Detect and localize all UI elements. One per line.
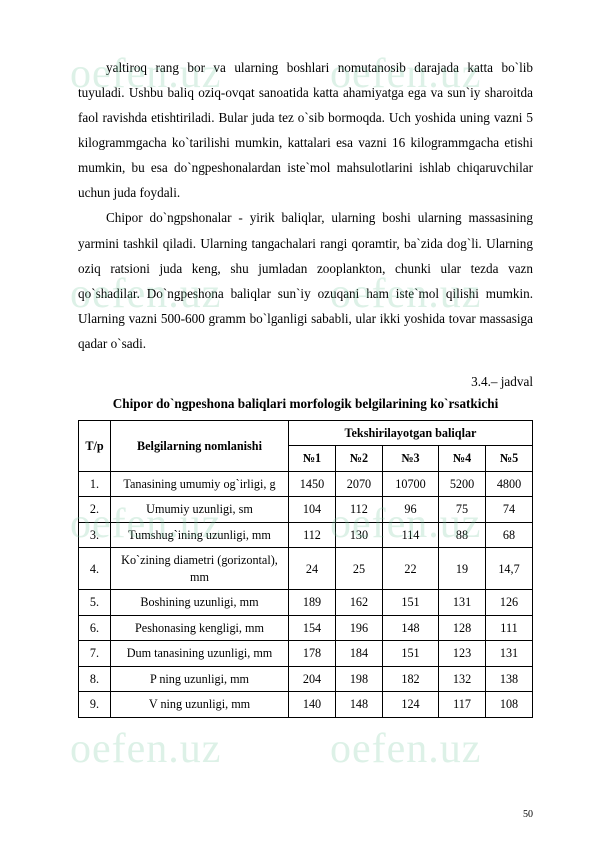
- cell-value: 151: [382, 641, 438, 666]
- table-header-row-1: T/p Belgilarning nomlanishi Tekshirilayo…: [79, 420, 533, 445]
- cell-value: 123: [439, 641, 486, 666]
- cell-value: 108: [486, 692, 533, 717]
- cell-value: 178: [289, 641, 336, 666]
- cell-value: 14,7: [486, 548, 533, 590]
- table-row: 4.Ko`zining diametri (gorizontal), mm242…: [79, 548, 533, 590]
- cell-value: 154: [289, 615, 336, 640]
- paragraph-2: Chipor do`ngpshonalar - yirik baliqlar, …: [78, 205, 533, 355]
- table-caption: 3.4.– jadval: [78, 374, 533, 390]
- row-label: P ning uzunligi, mm: [111, 666, 289, 691]
- row-number: 7.: [79, 641, 111, 666]
- cell-value: 184: [335, 641, 382, 666]
- cell-value: 88: [439, 522, 486, 547]
- cell-value: 2070: [335, 471, 382, 496]
- table-title: Chipor do`ngpeshona baliqlari morfologik…: [78, 396, 533, 412]
- cell-value: 196: [335, 615, 382, 640]
- cell-value: 75: [439, 497, 486, 522]
- cell-value: 114: [382, 522, 438, 547]
- cell-value: 111: [486, 615, 533, 640]
- cell-value: 131: [439, 590, 486, 615]
- row-label: V ning uzunligi, mm: [111, 692, 289, 717]
- th-group: Tekshirilayotgan baliqlar: [289, 420, 533, 445]
- cell-value: 4800: [486, 471, 533, 496]
- th-n3: №3: [382, 446, 438, 471]
- th-n1: №1: [289, 446, 336, 471]
- cell-value: 128: [439, 615, 486, 640]
- cell-value: 19: [439, 548, 486, 590]
- table-row: 1.Tanasining umumiy og`irligi, g14502070…: [79, 471, 533, 496]
- cell-value: 117: [439, 692, 486, 717]
- row-number: 9.: [79, 692, 111, 717]
- table-row: 5.Boshining uzunligi, mm189162151131126: [79, 590, 533, 615]
- cell-value: 138: [486, 666, 533, 691]
- th-n4: №4: [439, 446, 486, 471]
- row-label: Tumshug`ining uzunligi, mm: [111, 522, 289, 547]
- cell-value: 148: [335, 692, 382, 717]
- th-belg: Belgilarning nomlanishi: [111, 420, 289, 471]
- cell-value: 104: [289, 497, 336, 522]
- cell-value: 189: [289, 590, 336, 615]
- cell-value: 182: [382, 666, 438, 691]
- table-row: 2.Umumiy uzunligi, sm104112967574: [79, 497, 533, 522]
- cell-value: 1450: [289, 471, 336, 496]
- data-table: T/p Belgilarning nomlanishi Tekshirilayo…: [78, 420, 533, 718]
- th-n2: №2: [335, 446, 382, 471]
- table-row: 8.P ning uzunligi, mm204198182132138: [79, 666, 533, 691]
- paragraph-1: yaltiroq rang bor va ularning boshlari n…: [78, 55, 533, 205]
- cell-value: 112: [289, 522, 336, 547]
- cell-value: 198: [335, 666, 382, 691]
- cell-value: 10700: [382, 471, 438, 496]
- cell-value: 204: [289, 666, 336, 691]
- cell-value: 140: [289, 692, 336, 717]
- cell-value: 131: [486, 641, 533, 666]
- cell-value: 124: [382, 692, 438, 717]
- row-number: 3.: [79, 522, 111, 547]
- th-tp: T/p: [79, 420, 111, 471]
- page-number: 50: [523, 809, 533, 820]
- table-row: 7.Dum tanasining uzunligi, mm17818415112…: [79, 641, 533, 666]
- table-body: 1.Tanasining umumiy og`irligi, g14502070…: [79, 471, 533, 717]
- row-number: 8.: [79, 666, 111, 691]
- row-label: Boshining uzunligi, mm: [111, 590, 289, 615]
- row-number: 6.: [79, 615, 111, 640]
- th-n5: №5: [486, 446, 533, 471]
- row-number: 1.: [79, 471, 111, 496]
- cell-value: 68: [486, 522, 533, 547]
- cell-value: 112: [335, 497, 382, 522]
- cell-value: 162: [335, 590, 382, 615]
- cell-value: 24: [289, 548, 336, 590]
- row-label: Tanasining umumiy og`irligi, g: [111, 471, 289, 496]
- table-row: 3.Tumshug`ining uzunligi, mm112130114886…: [79, 522, 533, 547]
- row-number: 2.: [79, 497, 111, 522]
- cell-value: 5200: [439, 471, 486, 496]
- table-row: 9.V ning uzunligi, mm140148124117108: [79, 692, 533, 717]
- cell-value: 132: [439, 666, 486, 691]
- row-label: Dum tanasining uzunligi, mm: [111, 641, 289, 666]
- row-number: 4.: [79, 548, 111, 590]
- cell-value: 74: [486, 497, 533, 522]
- cell-value: 22: [382, 548, 438, 590]
- cell-value: 25: [335, 548, 382, 590]
- page: yaltiroq rang bor va ularning boshlari n…: [0, 0, 595, 842]
- cell-value: 130: [335, 522, 382, 547]
- row-number: 5.: [79, 590, 111, 615]
- cell-value: 126: [486, 590, 533, 615]
- table-row: 6.Peshonasing kengligi, mm15419614812811…: [79, 615, 533, 640]
- row-label: Umumiy uzunligi, sm: [111, 497, 289, 522]
- row-label: Peshonasing kengligi, mm: [111, 615, 289, 640]
- cell-value: 96: [382, 497, 438, 522]
- cell-value: 151: [382, 590, 438, 615]
- cell-value: 148: [382, 615, 438, 640]
- row-label: Ko`zining diametri (gorizontal), mm: [111, 548, 289, 590]
